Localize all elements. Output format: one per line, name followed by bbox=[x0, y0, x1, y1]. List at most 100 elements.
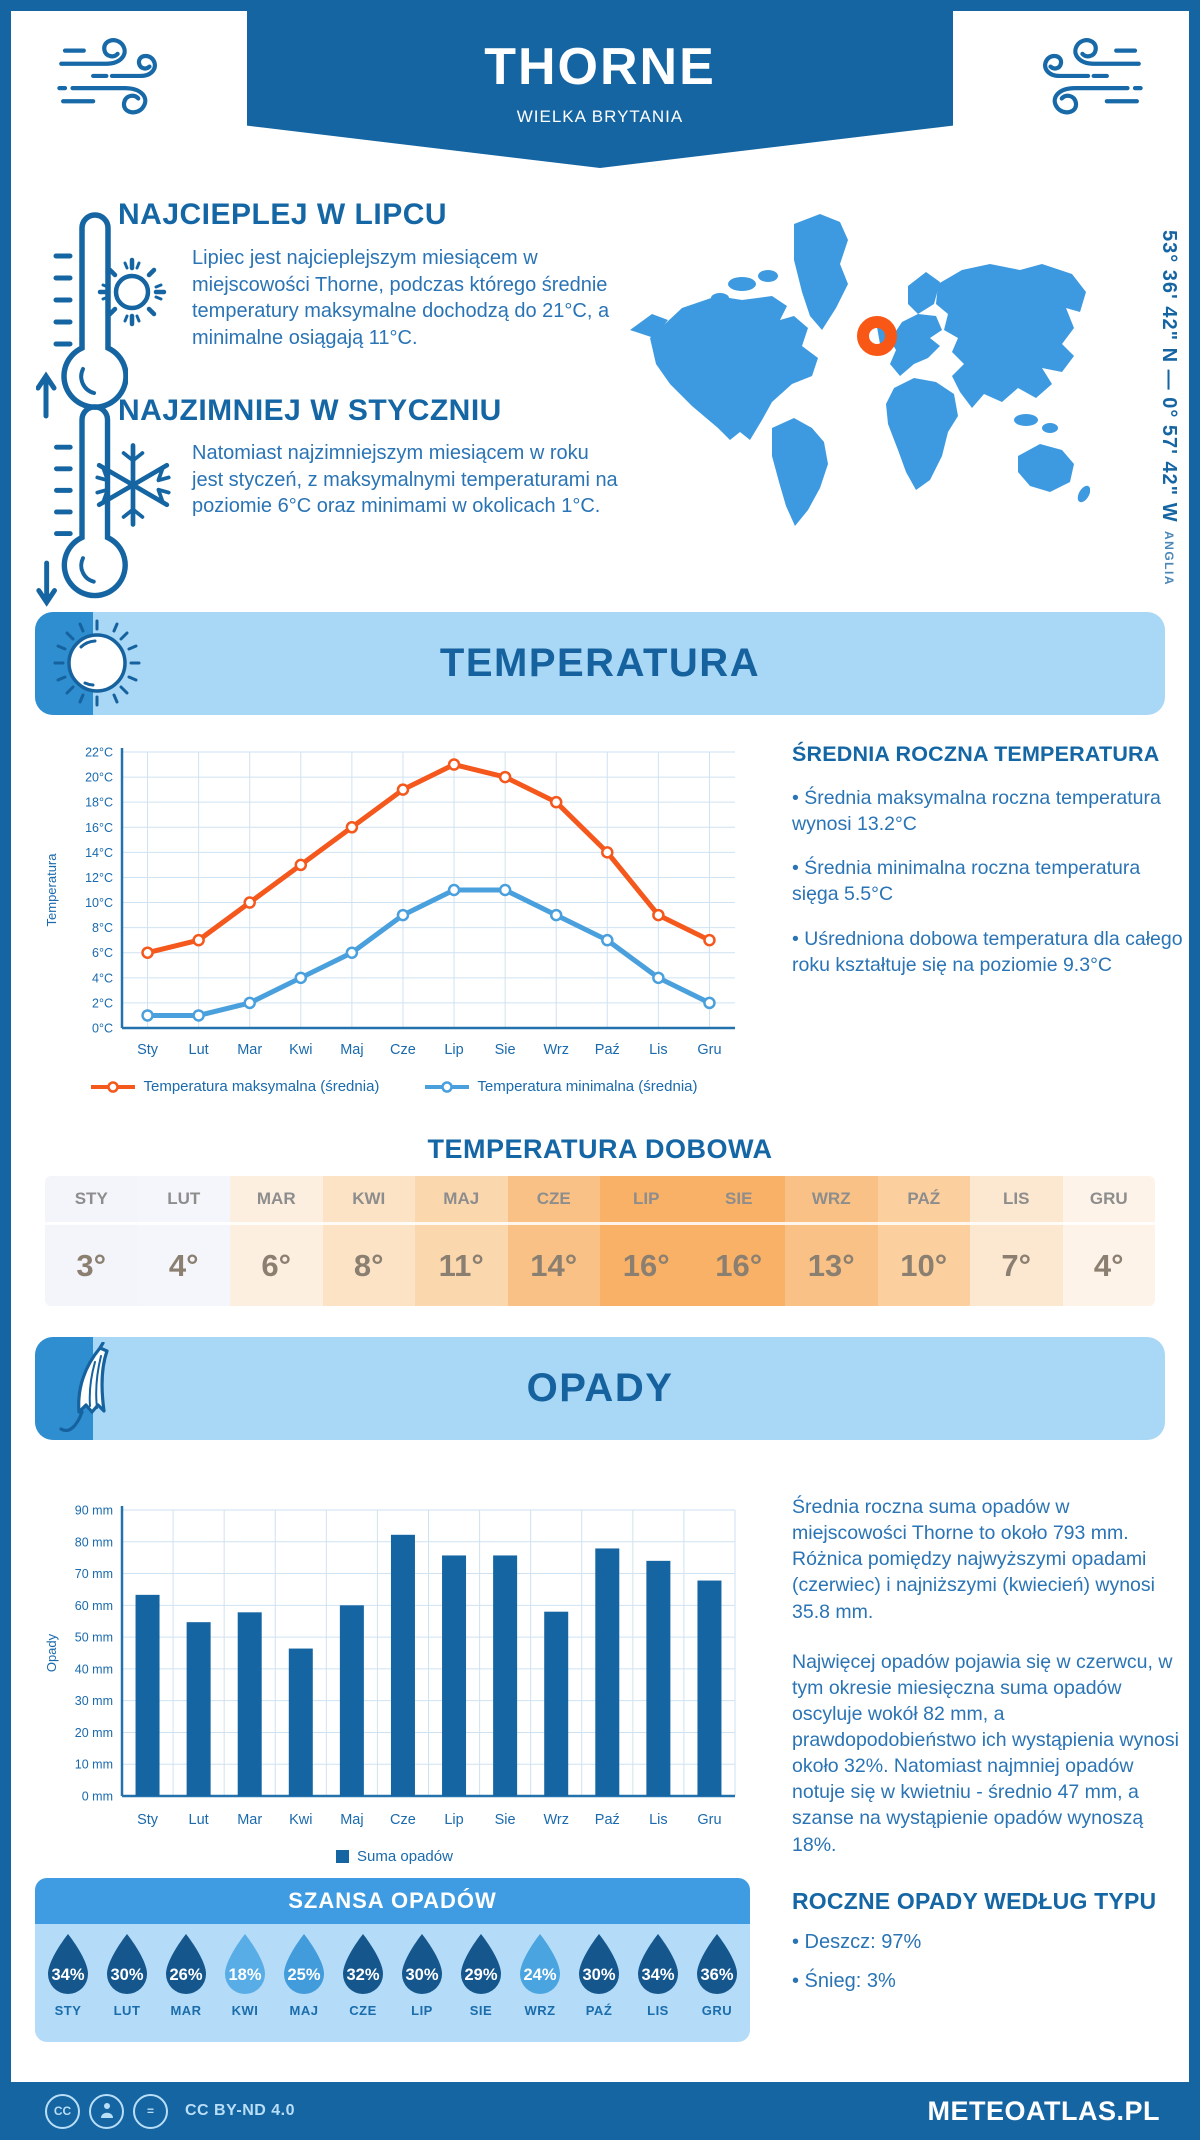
svg-text:20 mm: 20 mm bbox=[75, 1726, 113, 1740]
coldest-text: Natomiast najzimniejszym miesiącem w rok… bbox=[192, 442, 618, 518]
legend-label: Temperatura maksymalna (średnia) bbox=[143, 1078, 380, 1095]
coordinates: 53° 36' 42" N — 0° 57' 42" W ANGLIA bbox=[1157, 230, 1180, 700]
sun-banner-icon bbox=[53, 619, 141, 707]
precipitation-section-banner: OPADY bbox=[35, 1337, 1165, 1440]
page-border-right bbox=[1189, 0, 1200, 2083]
chance-month-label: STY bbox=[54, 2003, 82, 2018]
legend-swatch bbox=[336, 1850, 350, 1863]
daily-month-label: LIP bbox=[600, 1176, 693, 1225]
daily-table-column: LUT 4° bbox=[137, 1176, 230, 1306]
precipitation-chart: 0 mm 10 mm 20 mm 30 mm 40 mm 50 mm 60 mm 70 mm 8… bbox=[42, 1498, 747, 1840]
site-name: METEOATLAS.PL bbox=[927, 2095, 1160, 2126]
coordinates-text: 53° 36' 42" N — 0° 57' 42" W bbox=[1158, 230, 1180, 523]
daily-temperature-table: STY 3° LUT 4° MAR 6° KWI 8° MAJ 11° CZE 14° LIP 16° SI… bbox=[45, 1176, 1155, 1306]
precip-bar bbox=[237, 1612, 262, 1796]
precipitation-paragraph: Najwięcej opadów pojawia się w czerwcu, … bbox=[792, 1650, 1179, 1856]
daily-temperature-value: 13° bbox=[807, 1247, 855, 1283]
svg-text:Lip: Lip bbox=[444, 1812, 463, 1828]
daily-temperature-value: 10° bbox=[900, 1247, 948, 1283]
chance-month-label: WRZ bbox=[524, 2003, 556, 2018]
svg-text:Sie: Sie bbox=[495, 1812, 516, 1828]
chance-month-label: GRU bbox=[701, 2003, 733, 2018]
svg-text:20°C: 20°C bbox=[85, 771, 113, 785]
svg-text:30 mm: 30 mm bbox=[75, 1694, 113, 1708]
daily-table-column: LIP 16° bbox=[600, 1176, 693, 1306]
umbrella-banner-icon bbox=[59, 1342, 109, 1433]
svg-text:90 mm: 90 mm bbox=[75, 1504, 113, 1518]
sun-icon bbox=[97, 257, 167, 327]
precip-bar bbox=[442, 1555, 467, 1796]
wind-icon bbox=[57, 38, 157, 115]
droplet-icon: 18% bbox=[225, 1934, 265, 1994]
svg-text:16°C: 16°C bbox=[85, 821, 113, 835]
svg-text:40 mm: 40 mm bbox=[75, 1662, 113, 1676]
svg-text:0 mm: 0 mm bbox=[82, 1790, 113, 1804]
droplet-icon: 25% bbox=[284, 1934, 324, 1994]
region-label: ANGLIA bbox=[1162, 531, 1176, 587]
daily-temperature-value: 16° bbox=[715, 1247, 763, 1283]
temperature-chart: 0°C 2°C 4°C 6°C 8°C 10°C 12°C 14°C 16°C 18°C 20°C 2… bbox=[42, 738, 747, 1070]
droplet-icon: 30% bbox=[402, 1934, 442, 1994]
chance-month-label: CZE bbox=[349, 2003, 377, 2018]
svg-text:30%: 30% bbox=[582, 1966, 615, 1984]
chance-droplet: 34% LIS bbox=[632, 1932, 684, 2018]
precip-bar bbox=[135, 1594, 160, 1796]
temperature-section-banner: TEMPERATURA bbox=[35, 612, 1165, 715]
daily-temperature-value: 7° bbox=[1001, 1247, 1032, 1283]
annual-temperature-panel: ŚREDNIA ROCZNA TEMPERATURA • Średnia mak… bbox=[792, 742, 1184, 978]
precipitation-text-panel: Średnia roczna suma opadów w miejscowośc… bbox=[792, 1494, 1184, 1858]
chance-droplet: 32% CZE bbox=[337, 1932, 389, 2018]
legend-label: Suma opadów bbox=[357, 1848, 453, 1865]
svg-text:Kwi: Kwi bbox=[289, 1042, 312, 1058]
droplet-icon: 26% bbox=[166, 1934, 206, 1994]
svg-text:29%: 29% bbox=[464, 1966, 497, 1984]
svg-text:Lut: Lut bbox=[189, 1042, 209, 1058]
daily-month-label: KWI bbox=[322, 1176, 415, 1225]
chance-month-label: SIE bbox=[469, 2003, 493, 2018]
daily-table-column: STY 3° bbox=[45, 1176, 138, 1306]
svg-text:Gru: Gru bbox=[697, 1812, 721, 1828]
svg-text:8°C: 8°C bbox=[92, 921, 113, 935]
precipitation-types-panel: ROCZNE OPADY WEDŁUG TYPU • Deszcz: 97% •… bbox=[792, 1888, 1184, 1995]
svg-text:6°C: 6°C bbox=[92, 946, 113, 960]
svg-text:Sie: Sie bbox=[495, 1042, 516, 1058]
page-border-top bbox=[0, 0, 1200, 11]
page-title: THORNE bbox=[484, 38, 716, 96]
svg-text:32%: 32% bbox=[346, 1966, 379, 1984]
daily-month-label: SIE bbox=[692, 1176, 785, 1225]
svg-text:14°C: 14°C bbox=[85, 846, 113, 860]
precipitation-paragraph: Średnia roczna suma opadów w miejscowośc… bbox=[792, 1496, 1155, 1623]
snowflake-icon bbox=[95, 443, 171, 527]
precipitation-type: • Śnieg: 3% bbox=[792, 1969, 896, 1992]
svg-text:Cze: Cze bbox=[390, 1812, 416, 1828]
chance-month-label: PAŹ bbox=[585, 2003, 613, 2018]
daily-temperature-title: TEMPERATURA DOBOWA bbox=[427, 1134, 773, 1164]
attribution-person-icon bbox=[89, 2093, 124, 2129]
thermometer-up-icon bbox=[36, 212, 128, 419]
annual-bullet: • Średnia maksymalna roczna temperatura … bbox=[792, 787, 1161, 836]
precipitation-chart-svg: 0 mm 10 mm 20 mm 30 mm 40 mm 50 mm 60 mm 70 mm 8… bbox=[44, 1504, 736, 1828]
annual-temperature-heading: ŚREDNIA ROCZNA TEMPERATURA bbox=[792, 742, 1160, 766]
daily-temperature-value: 14° bbox=[530, 1247, 578, 1283]
daily-month-label: LIS bbox=[970, 1176, 1063, 1225]
annual-bullet: • Uśredniona dobowa temperatura dla całe… bbox=[792, 927, 1183, 976]
chance-droplet: 24% WRZ bbox=[514, 1932, 566, 2018]
droplet-icon: 34% bbox=[638, 1934, 678, 1994]
svg-text:Sty: Sty bbox=[137, 1042, 159, 1058]
svg-text:22°C: 22°C bbox=[85, 746, 113, 760]
precip-bar bbox=[544, 1611, 569, 1796]
daily-temperature-value: 8° bbox=[353, 1247, 384, 1283]
svg-text:60 mm: 60 mm bbox=[75, 1599, 113, 1613]
precip-bar bbox=[390, 1534, 415, 1796]
svg-text:34%: 34% bbox=[641, 1966, 674, 1984]
svg-text:Opady: Opady bbox=[44, 1633, 59, 1672]
svg-text:80 mm: 80 mm bbox=[75, 1535, 113, 1549]
chance-month-label: KWI bbox=[231, 2003, 259, 2018]
daily-month-label: CZE bbox=[507, 1176, 600, 1225]
chance-droplet: 34% STY bbox=[42, 1932, 94, 2018]
precip-bar bbox=[186, 1622, 211, 1796]
world-map bbox=[630, 214, 1090, 526]
svg-text:Lis: Lis bbox=[649, 1812, 668, 1828]
svg-text:12°C: 12°C bbox=[85, 871, 113, 885]
